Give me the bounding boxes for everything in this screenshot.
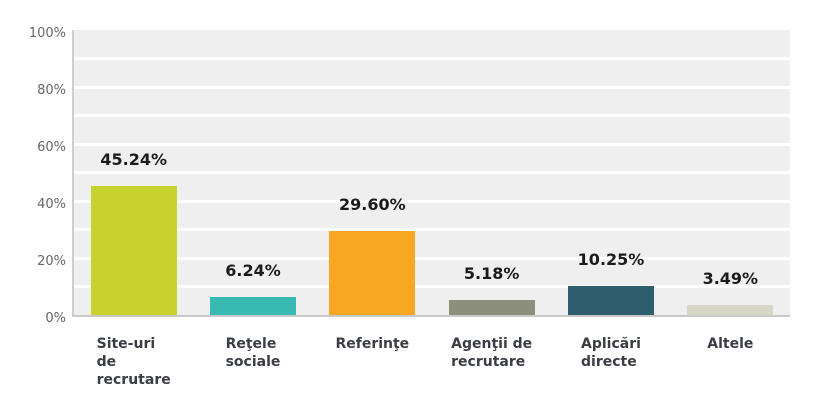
bar-value-label: 5.18% [463,264,520,284]
gridline [74,171,790,174]
x-axis-line [72,315,790,317]
y-axis-line [72,30,74,317]
x-category-label: Referinţe [313,335,432,353]
y-tick-label: 20% [37,254,66,269]
gridline [74,285,790,288]
gridline [74,85,790,89]
bar-aplic-ri-directe [568,285,654,315]
bar-value-label: 45.24% [100,150,167,170]
gridline [74,228,790,231]
y-tick-label: 80% [37,83,66,98]
x-category-label: Aplicări directe [551,335,670,371]
bar-site-uri-de-recrutare [90,186,177,315]
plot-area: 45.24% 6.24% 29.60% 5.18% 10.25% 3.49% [74,30,790,315]
gridline [74,199,790,203]
x-category-label-text: Altele [707,336,754,352]
y-tick-label: 100% [28,26,66,41]
bar-altele [687,305,774,315]
y-tick-label: 60% [37,140,66,155]
gridline [74,256,790,260]
x-category-label: Altele [671,335,790,353]
x-category-label-text: Aplicări directe [581,336,641,370]
bar-value-label: 3.49% [702,269,759,289]
x-category-label-text: Site-uri de recrutare [96,336,171,388]
x-category-label: Agenţii de recrutare [432,335,551,371]
x-category-label-text: Agenţii de recrutare [451,336,533,370]
x-category-label-text: Referinţe [335,336,410,352]
y-axis: 0% 20% 40% 60% 80% 100% [0,0,66,402]
bar-value-label: 29.60% [339,194,406,214]
x-axis: Site-uri de recrutare Reţele sociale Refer… [74,335,790,395]
bar-value-label: 6.24% [225,261,281,281]
bar-agen-ii-de-recrutare [448,300,535,315]
gridline [74,142,790,146]
gridline [74,57,790,60]
x-category-label: Site-uri de recrutare [74,335,193,389]
gridline [74,114,790,117]
x-category-label-text: Reţele sociale [225,336,281,370]
x-category-label: Reţele sociale [193,335,312,371]
y-tick-label: 0% [45,311,66,326]
bar-value-label: 10.25% [577,249,645,269]
y-tick-label: 40% [37,197,66,212]
bar-re-ele-sociale [210,297,296,315]
bar-referin-e [329,230,416,315]
